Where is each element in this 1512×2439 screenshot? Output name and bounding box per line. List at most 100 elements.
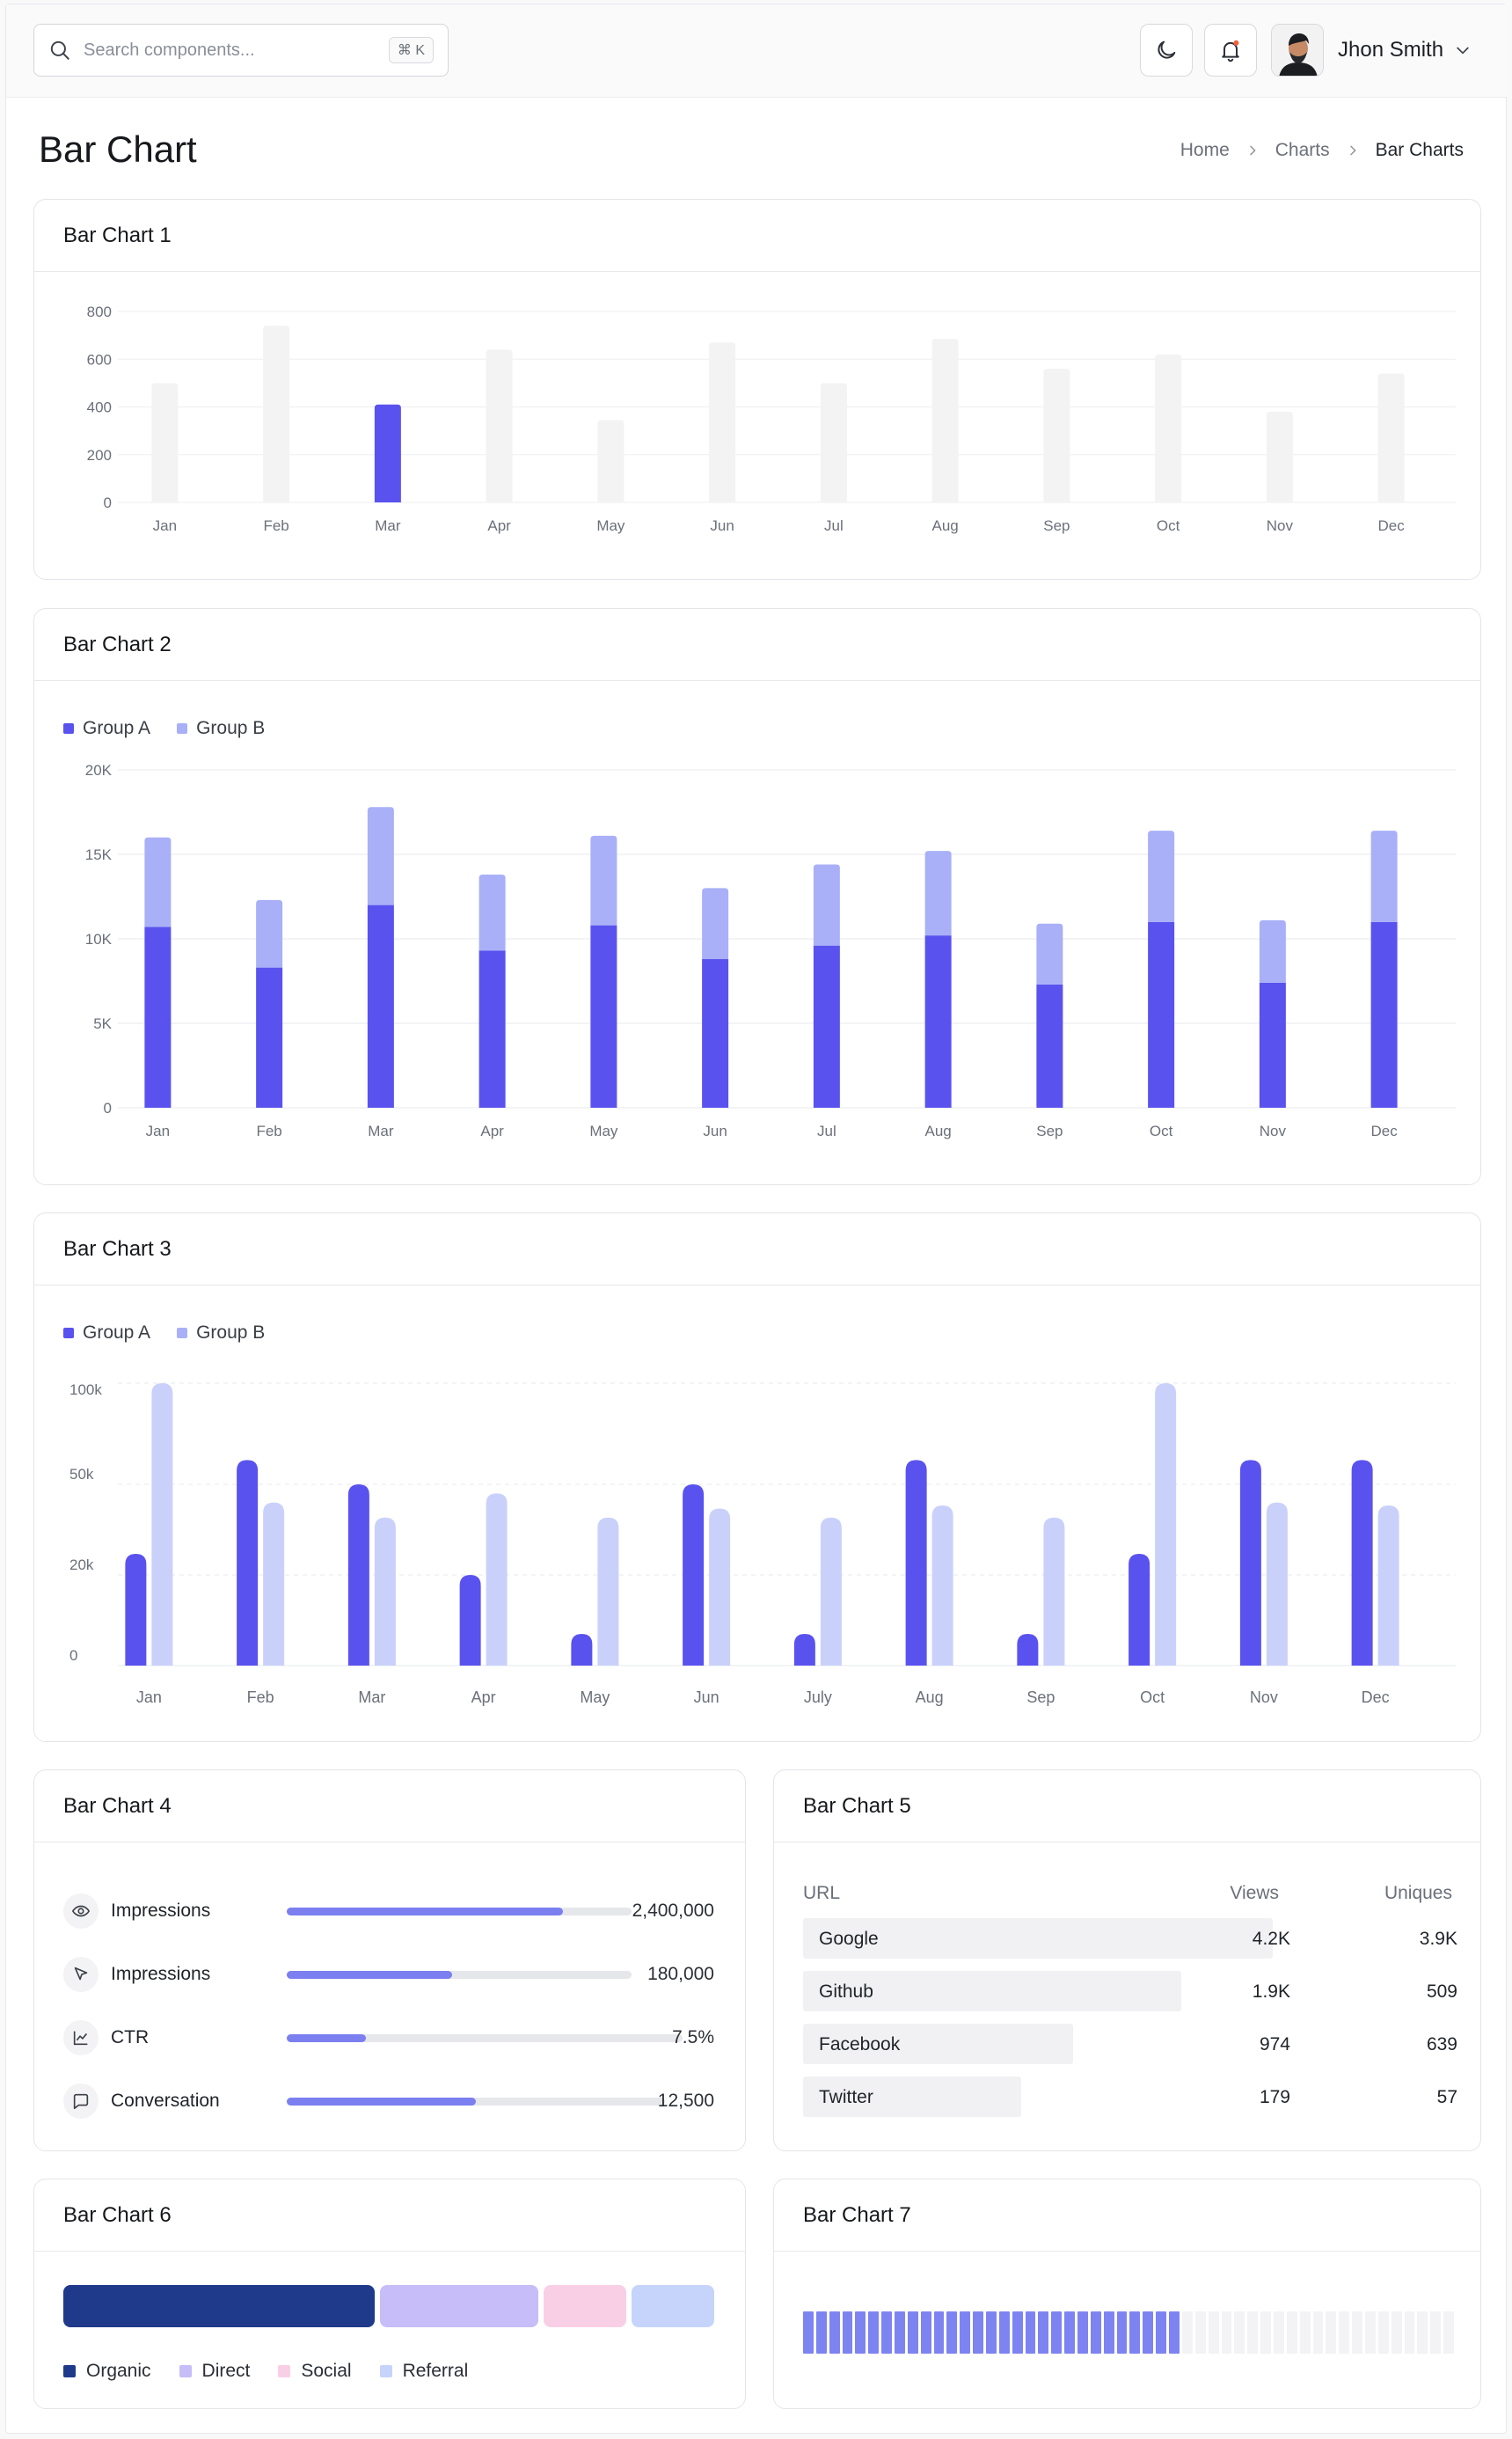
table-row[interactable]: Github 1.9K 509 xyxy=(803,1971,1457,2011)
bar-group-b xyxy=(374,1517,396,1666)
tick-empty xyxy=(1208,2311,1219,2354)
notification-button[interactable] xyxy=(1204,24,1257,77)
x-tick-label: Dec xyxy=(1371,1123,1399,1139)
bar-group-a xyxy=(1036,984,1063,1108)
x-tick-label: Oct xyxy=(1150,1123,1173,1139)
x-tick-label: Aug xyxy=(916,1688,944,1706)
y-tick-label: 15K xyxy=(85,846,113,863)
legend-item-direct[interactable]: Direct xyxy=(179,2361,250,2382)
table-row[interactable]: Google 4.2K 3.9K xyxy=(803,1918,1457,1959)
bar-chart-5-card: Bar Chart 5 URL Views Uniques Google 4.2K… xyxy=(773,1769,1481,2151)
views-value: 4.2K xyxy=(1252,1929,1290,1949)
x-tick-label: Oct xyxy=(1157,517,1180,534)
legend-item-group-a[interactable]: Group A xyxy=(63,1322,150,1344)
legend-item-group-a[interactable]: Group A xyxy=(63,718,150,739)
x-tick-label: Jun xyxy=(710,517,734,534)
url-name: Twitter xyxy=(819,2087,873,2107)
metric-label: Conversation xyxy=(111,2091,220,2111)
metric-row: Impressions 180,000 xyxy=(63,1952,714,1996)
segment-direct[interactable] xyxy=(379,2285,539,2327)
tick-empty xyxy=(1312,2311,1324,2354)
tick-filled xyxy=(803,2311,814,2354)
bar xyxy=(1043,369,1070,502)
segmented-bar xyxy=(63,2285,715,2327)
bar-group-b xyxy=(256,899,283,968)
page-title: Bar Chart xyxy=(39,128,197,170)
legend-item-social[interactable]: Social xyxy=(278,2361,352,2382)
x-tick-label: Jul xyxy=(824,517,844,534)
x-tick-label: Apr xyxy=(480,1123,504,1139)
bar-group-b xyxy=(820,1517,842,1666)
card-title: Bar Chart 6 xyxy=(34,2179,745,2252)
y-tick-label: 0 xyxy=(104,1100,112,1117)
bar-group-b xyxy=(478,875,506,951)
legend-item-group-b[interactable]: Group B xyxy=(177,718,265,739)
eye-icon xyxy=(63,1893,99,1929)
x-tick-label: May xyxy=(596,517,625,534)
bar-group-a xyxy=(1148,921,1175,1108)
bar xyxy=(486,349,513,502)
metric-value: 12,500 xyxy=(657,2091,714,2111)
x-tick-label: Nov xyxy=(1260,1123,1287,1139)
legend-swatch xyxy=(63,2365,76,2377)
moon-icon xyxy=(1158,40,1176,59)
uniques-value: 57 xyxy=(1436,2087,1457,2107)
bar-group-a xyxy=(1239,1460,1261,1666)
bar xyxy=(709,342,736,502)
y-tick-label: 10K xyxy=(85,931,113,948)
legend-item-referral[interactable]: Referral xyxy=(379,2361,468,2382)
legend-swatch xyxy=(379,2365,392,2377)
chart-legend: Group A Group B xyxy=(63,1322,291,1344)
x-tick-label: Jan xyxy=(136,1688,162,1706)
table-row[interactable]: Twitter 179 57 xyxy=(803,2076,1457,2117)
x-tick-label: Aug xyxy=(932,517,959,534)
tick-filled xyxy=(1077,2311,1088,2354)
legend-item-group-b[interactable]: Group B xyxy=(177,1322,265,1344)
bar-group-b xyxy=(1148,831,1175,922)
breadcrumb-charts[interactable]: Charts xyxy=(1275,140,1330,160)
url-name: Github xyxy=(819,1981,873,2002)
segment-organic[interactable] xyxy=(63,2285,375,2327)
theme-toggle-button[interactable] xyxy=(1140,24,1193,77)
tick-filled xyxy=(868,2311,880,2354)
x-tick-label: Mar xyxy=(375,517,401,534)
metric-label: Impressions xyxy=(111,1964,211,1984)
card-title: Bar Chart 5 xyxy=(774,1770,1480,1842)
bar-group-a xyxy=(571,1633,593,1666)
bar xyxy=(597,420,625,502)
card-title: Bar Chart 1 xyxy=(34,200,1480,272)
tick-filled xyxy=(1025,2311,1036,2354)
segment-social[interactable] xyxy=(544,2285,627,2327)
legend-item-organic[interactable]: Organic xyxy=(63,2361,151,2382)
y-tick-label: 0 xyxy=(69,1647,77,1664)
bar-group-a xyxy=(256,967,283,1108)
bar-group-b xyxy=(144,837,172,927)
segment-referral[interactable] xyxy=(632,2285,715,2327)
search-placeholder: Search components... xyxy=(84,40,255,60)
tick-empty xyxy=(1286,2311,1297,2354)
app-shell: Search components... ⌘ K xyxy=(5,4,1508,2434)
trend-icon xyxy=(63,2020,99,2055)
url-name: Facebook xyxy=(819,2034,901,2054)
tick-empty xyxy=(1273,2311,1284,2354)
x-tick-label: Sep xyxy=(1036,1123,1063,1139)
search-input[interactable]: Search components... ⌘ K xyxy=(33,24,449,77)
y-tick-label: 800 xyxy=(87,304,112,320)
x-tick-label: Jun xyxy=(694,1688,719,1706)
x-tick-label: Feb xyxy=(263,517,289,534)
tick-filled xyxy=(986,2311,997,2354)
bar-group-b xyxy=(597,1517,619,1666)
tick-empty xyxy=(1181,2311,1193,2354)
bar-group-a xyxy=(125,1553,147,1666)
tick-filled xyxy=(973,2311,984,2354)
bar xyxy=(1377,373,1405,502)
bar-group-b xyxy=(931,1505,953,1666)
bar-group-a xyxy=(924,935,952,1108)
table-row[interactable]: Facebook 974 639 xyxy=(803,2024,1457,2064)
user-menu[interactable]: Jhon Smith xyxy=(1271,24,1472,77)
tick-filled xyxy=(933,2311,945,2354)
y-tick-label: 400 xyxy=(87,399,112,416)
x-tick-label: May xyxy=(580,1688,610,1706)
card-title: Bar Chart 4 xyxy=(34,1770,745,1842)
breadcrumb-home[interactable]: Home xyxy=(1180,140,1230,160)
